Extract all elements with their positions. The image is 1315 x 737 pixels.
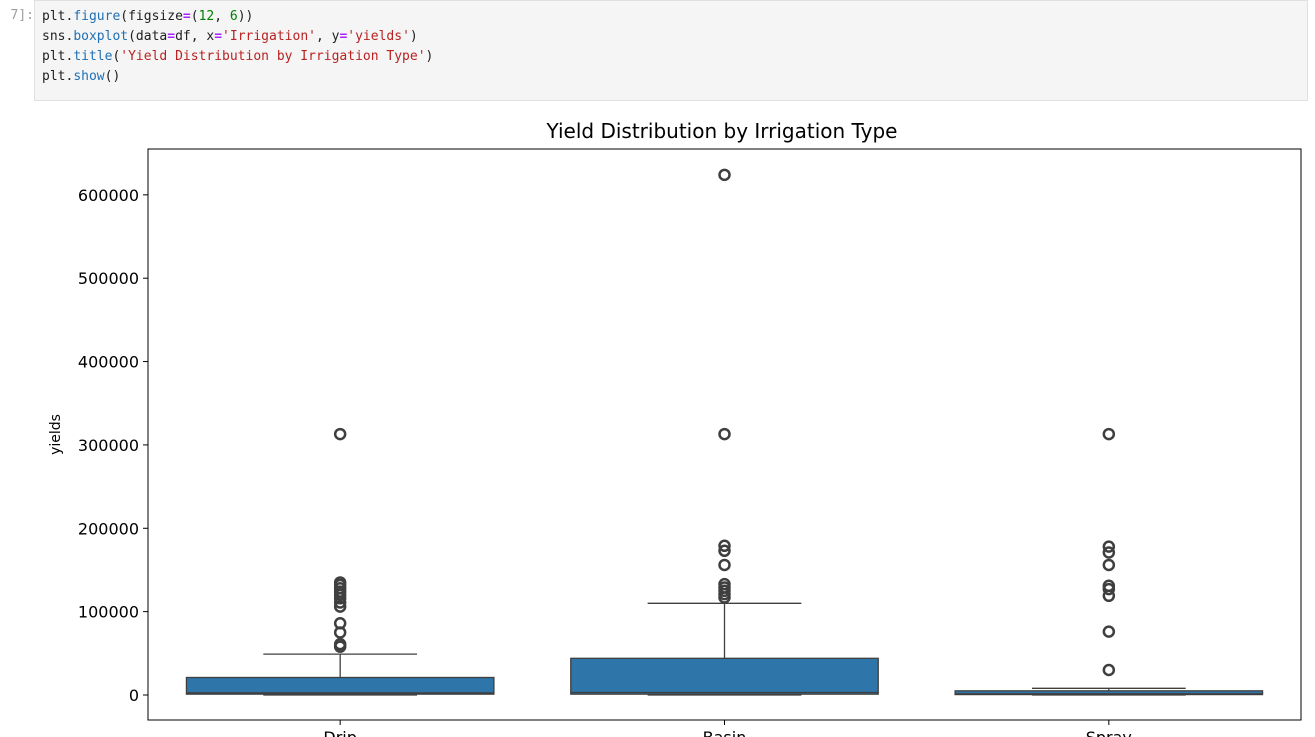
outlier-point [718,539,731,553]
outlier-point [1102,663,1116,677]
y-tick-label: 500000 [78,269,139,288]
x-tick-label: Drip [323,728,357,737]
outlier-point [718,168,731,182]
cell-prompt: 7]: [10,8,34,23]
code-line: plt.show() [42,69,121,84]
y-axis-label: yields [48,414,64,455]
outlier-point [333,600,347,613]
x-tick-label: Basin [703,728,747,737]
y-tick-label: 300000 [78,436,139,455]
outlier-point [1102,579,1116,593]
boxes-group [185,168,1264,696]
x-tick-label: Spray [1086,728,1132,737]
outlier-point [1102,540,1116,553]
outlier-point [333,617,347,630]
outlier-point [1102,546,1116,559]
x-axis-ticks: Drip Basin Spray [323,720,1132,737]
cell-output: Yield Distribution by Irrigation Type yi… [34,101,1315,737]
outlier-point [718,577,731,591]
outlier-point [333,576,347,589]
outlier-point [718,427,731,441]
chart-title: Yield Distribution by Irrigation Type [545,119,897,143]
code-line: plt.title('Yield Distribution by Irrigat… [42,49,434,64]
outlier-point [718,558,731,572]
y-tick-label: 200000 [78,519,139,538]
box-drip [185,676,495,695]
code-line: sns.boxplot(data=df, x='Irrigation', y='… [42,29,418,44]
code-editor[interactable]: plt.figure(figsize=(12, 6)) sns.boxplot(d… [35,1,1307,87]
outlier-point [718,544,731,558]
outlier-point [333,637,347,651]
y-tick-label: 0 [129,686,139,705]
y-tick-label: 400000 [78,353,139,372]
code-line: plt.figure(figsize=(12, 6)) [42,9,254,24]
y-tick-label: 100000 [78,603,139,622]
plot-frame [147,148,1302,721]
box-basin [570,657,879,695]
code-cell[interactable]: plt.figure(figsize=(12, 6)) sns.boxplot(d… [34,0,1308,101]
box-spray [954,690,1264,696]
outlier-point [1102,427,1116,441]
outlier-point [333,427,347,441]
outlier-point [1102,625,1116,638]
outlier-point [1102,558,1116,572]
y-tick-label: 600000 [78,186,139,205]
boxplot-chart: Yield Distribution by Irrigation Type yi… [48,119,1302,737]
y-axis-ticks: 0 100000 200000 300000 400000 500000 600000 [78,186,148,705]
